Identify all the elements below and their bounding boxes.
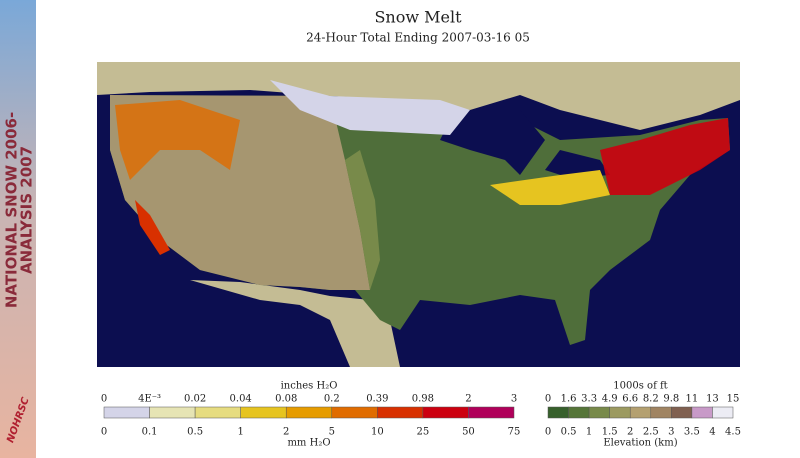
legend-bottom-label: 1 — [237, 427, 243, 438]
legend-top-label: 15 — [727, 394, 740, 405]
legend-top-label: 2 — [465, 394, 471, 405]
legend-top-label: 13 — [706, 394, 719, 405]
plains — [345, 150, 380, 290]
legend-bottom-label: 0.5 — [561, 427, 577, 438]
legend-top-label: 0.02 — [184, 394, 206, 405]
legend-swatch — [468, 406, 515, 419]
legend-swatch — [650, 406, 672, 419]
mexico — [190, 280, 400, 367]
legend-top-label: 3.3 — [581, 394, 597, 405]
legend-swatch — [547, 406, 569, 419]
melt-sierra — [135, 200, 170, 255]
legend-bottom-label: 4 — [709, 427, 715, 438]
legend-bottom-label: 0.5 — [187, 427, 203, 438]
legend-bottom-label: 50 — [462, 427, 475, 438]
sidebar-line: NATIONAL SNOW 2006- — [3, 112, 21, 308]
legend-top-label: 3 — [511, 394, 517, 405]
legend-swatch — [422, 406, 469, 419]
legend-top-label: 0 — [545, 394, 551, 405]
legend-title: 1000s of ft — [613, 381, 667, 392]
legend-bottom-label: 0.1 — [142, 427, 158, 438]
legend-top-label: 0.2 — [324, 394, 340, 405]
legend-top-label: 4E⁻³ — [138, 394, 161, 405]
legend-swatch — [240, 406, 287, 419]
legend-bottom-label: 3 — [668, 427, 674, 438]
legend-swatch — [691, 406, 713, 419]
legend-top-label: 6.6 — [622, 394, 638, 405]
legend-swatch — [149, 406, 196, 419]
legend-bottom-label: 10 — [371, 427, 384, 438]
legend-swatch — [285, 406, 333, 419]
legend-swatch — [629, 406, 652, 419]
legend-bottom-label: 2 — [283, 427, 289, 438]
melt-west — [115, 100, 240, 180]
legend-subtitle: Elevation (km) — [603, 438, 677, 449]
legend-title: inches H₂O — [281, 381, 338, 392]
legend-top-label: 1.6 — [561, 394, 577, 405]
melt-northeast — [600, 118, 730, 195]
canada — [97, 62, 740, 130]
legend-top-label: 11 — [686, 394, 699, 405]
map — [97, 62, 740, 367]
legend-bottom-label: 1.5 — [602, 427, 618, 438]
melt-midwest — [490, 170, 610, 205]
legend-top-label: 4.9 — [602, 394, 618, 405]
legend-top-label: 0.04 — [230, 394, 252, 405]
legend-swatch — [588, 406, 610, 419]
legend-top-label: 0.08 — [275, 394, 297, 405]
legend-top-label: 8.2 — [643, 394, 659, 405]
legend-top-label: 9.8 — [663, 394, 679, 405]
sidebar — [0, 0, 36, 458]
legend-bottom-label: 4.5 — [725, 427, 741, 438]
legend-bottom-label: 25 — [417, 427, 430, 438]
legend-bottom-label: 0 — [545, 427, 551, 438]
legend-swatch — [671, 406, 693, 419]
legends: inches H₂O 0 4E⁻³ 0.02 0.04 0.08 0.2 0.39 0.98 2 3… — [101, 381, 741, 449]
legend-bottom-label: 3.5 — [684, 427, 700, 438]
legend-swatch — [103, 406, 150, 419]
legend-bottom-label: 0 — [101, 427, 107, 438]
legend-swatch — [568, 406, 590, 419]
sidebar-line: ANALYSIS 2007 — [18, 146, 36, 274]
legend-swatch — [331, 406, 378, 419]
great-lakes — [440, 110, 545, 175]
snow-cover — [270, 80, 470, 135]
legend-swatch — [712, 406, 734, 419]
legend-swatch — [609, 406, 631, 419]
sidebar-title: NATIONAL SNOW 2006- ANALYSIS 2007 — [3, 112, 36, 308]
legend-bottom-label: 2.5 — [643, 427, 659, 438]
legend-bottom-label: 75 — [508, 427, 521, 438]
legend-bottom-label: 2 — [627, 427, 633, 438]
subtitle: 24-Hour Total Ending 2007-03-16 05 — [306, 31, 530, 45]
legend-bottom-label: 1 — [586, 427, 592, 438]
legend-swatch — [377, 406, 424, 419]
legend-top-label: 0.39 — [366, 394, 388, 405]
legend-subtitle: mm H₂O — [287, 438, 330, 449]
legend-bottom-label: 5 — [329, 427, 335, 438]
legend-top-label: 0.98 — [412, 394, 434, 405]
legend-swatch — [194, 406, 241, 419]
title: Snow Melt — [374, 8, 462, 27]
legend-top-label: 0 — [101, 394, 107, 405]
